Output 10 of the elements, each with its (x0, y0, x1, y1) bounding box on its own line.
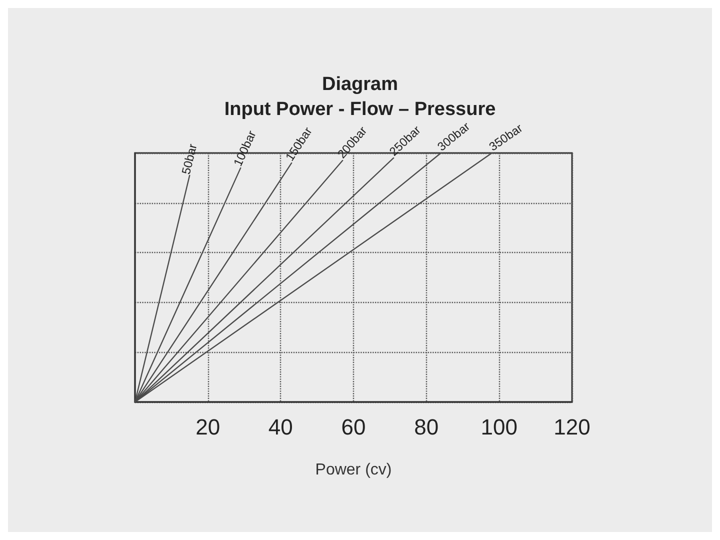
text: 50bar (178, 142, 200, 176)
x-axis-title: Power (cv) (315, 462, 392, 478)
x-tick-label: 60 (341, 414, 366, 440)
chart-title: Diagram (322, 74, 398, 95)
x-tick-label: 40 (268, 414, 293, 440)
x-tick-label: 80 (414, 414, 439, 440)
x-tick-label: 20 (196, 414, 220, 440)
chart-subtitle: Input Power - Flow – Pressure (224, 99, 496, 120)
x-tick-label: 120 (554, 414, 590, 440)
x-tick-label: 100 (480, 414, 518, 440)
